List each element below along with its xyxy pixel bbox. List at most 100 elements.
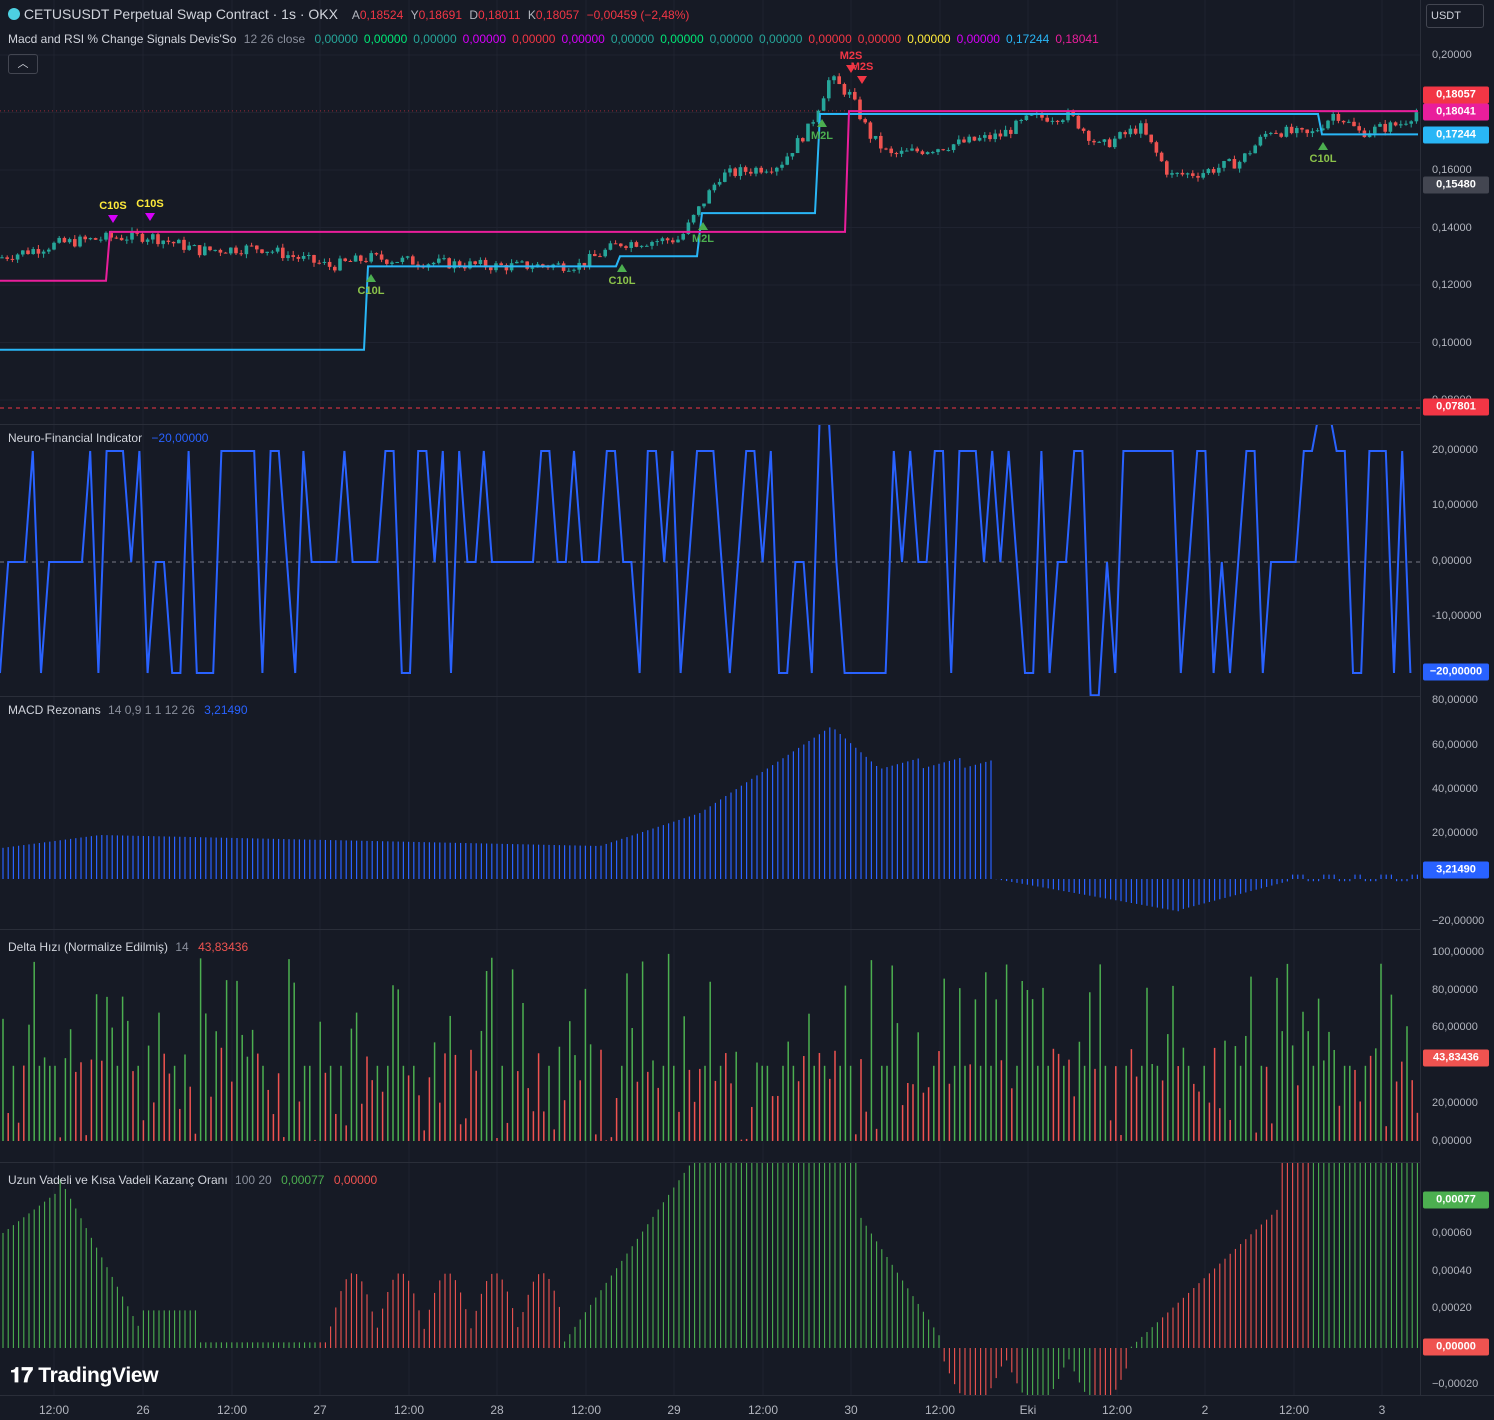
candle-body <box>863 119 867 123</box>
candle-body <box>504 265 509 271</box>
candle-body <box>47 249 51 252</box>
gain-tag-2: 0,00000 <box>1423 1338 1489 1356</box>
time-label: 12:00 <box>1278 1403 1310 1417</box>
nfi-pane[interactable]: Neuro-Financial Indicator −20,00000 <box>0 425 1420 696</box>
candle-body <box>1175 172 1179 174</box>
signal-label: C10S <box>99 200 127 212</box>
candle-body <box>166 240 171 242</box>
candle-body <box>483 259 488 268</box>
candle-body <box>333 266 337 271</box>
candle-body <box>1185 173 1190 175</box>
candle-body <box>151 234 155 240</box>
main-value-5: 0,00000 <box>561 32 605 46</box>
candle-body <box>395 261 399 263</box>
candle-body <box>5 257 9 259</box>
candle-body <box>307 255 311 257</box>
candle-body <box>868 122 873 139</box>
candle-body <box>582 262 587 267</box>
candle-body <box>1180 172 1185 175</box>
candle-body <box>234 247 238 254</box>
candle-body <box>1144 123 1148 135</box>
candle-body <box>177 239 181 244</box>
candle-body <box>1243 153 1247 162</box>
high-value: 0,18691 <box>418 8 463 22</box>
candle-body <box>26 250 30 255</box>
candle-body <box>171 241 176 244</box>
candle-body <box>385 259 389 264</box>
gain-pane[interactable]: Uzun Vadeli ve Kısa Vadeli Kazanç Oranı … <box>0 1163 1420 1395</box>
macd-value: 3,21490 <box>204 703 248 717</box>
candle-body <box>1019 120 1023 122</box>
candle-body <box>723 172 727 182</box>
candle-body <box>1154 142 1159 153</box>
delta-chart-svg <box>2 930 1419 1162</box>
candle-body <box>894 153 899 155</box>
candle-body <box>73 239 77 247</box>
nfi-line <box>0 425 1412 696</box>
price-tick: 0,12000 <box>1432 279 1472 291</box>
candle-body <box>1066 110 1070 121</box>
nfi-tag: −20,00000 <box>1423 663 1489 681</box>
candle-body <box>879 135 883 149</box>
candle-body <box>405 256 410 258</box>
candle-body <box>905 150 909 152</box>
time-axis[interactable]: 12:00 26 12:00 27 12:00 28 12:00 29 12:00 30 12:00… <box>0 1395 1494 1420</box>
macd-tick: 40,00000 <box>1432 783 1478 795</box>
gain-tick: 0,00020 <box>1432 1302 1472 1314</box>
candle-body <box>140 233 145 242</box>
candle-body <box>1383 123 1387 132</box>
signal-triangle-icon <box>145 213 155 221</box>
candle-body <box>827 80 831 99</box>
gain-legend[interactable]: Uzun Vadeli ve Kısa Vadeli Kazanç Oranı … <box>8 1173 377 1187</box>
candle-body <box>1336 114 1341 121</box>
tradingview-logo[interactable]: 𝟏𝟕 TradingView <box>10 1364 159 1388</box>
candle-body <box>1045 117 1049 122</box>
candle-body <box>515 261 519 264</box>
price-axis[interactable] <box>1420 0 1494 1395</box>
candle-body <box>1284 126 1289 137</box>
candle-body <box>925 152 930 155</box>
macd-pane[interactable]: MACD Rezonans 14 0,9 1 1 12 26 3,21490 <box>0 697 1420 929</box>
main-value-13: 0,00000 <box>956 32 1000 46</box>
candle-body <box>858 99 862 120</box>
delta-params: 14 <box>175 940 189 954</box>
signal-label: M2L <box>811 130 833 142</box>
nfi-legend[interactable]: Neuro-Financial Indicator −20,00000 <box>8 431 208 445</box>
gain-name: Uzun Vadeli ve Kısa Vadeli Kazanç Oranı <box>8 1173 228 1187</box>
candle-body <box>572 269 576 271</box>
candle-body <box>1102 139 1107 142</box>
candle-body <box>359 255 363 261</box>
main-value-9: 0,00000 <box>759 32 803 46</box>
candle-body <box>1227 159 1231 162</box>
collapse-legend-button[interactable]: ︿ <box>8 54 38 74</box>
candle-body <box>801 138 805 142</box>
main-value-8: 0,00000 <box>709 32 754 46</box>
candle-body <box>203 246 207 256</box>
time-label: 28 <box>490 1403 504 1417</box>
time-label: 2 <box>1201 1403 1209 1417</box>
delta-legend[interactable]: Delta Hızı (Normalize Edilmiş) 14 43,834… <box>8 940 248 954</box>
symbol-title[interactable]: CETUSUSDT Perpetual Swap Contract · 1s ·… <box>23 6 338 22</box>
signal-triangle-icon <box>857 76 867 84</box>
macd-name: MACD Rezonans <box>8 703 101 717</box>
currency-button[interactable]: USDT <box>1426 4 1484 28</box>
candle-body <box>1404 123 1408 125</box>
price-tick: 0,16000 <box>1432 164 1472 176</box>
candle-body <box>598 256 602 258</box>
nfi-tick: 0,00000 <box>1432 555 1472 567</box>
price-tick: 0,14000 <box>1432 222 1472 234</box>
time-label: 12:00 <box>393 1403 425 1417</box>
candle-body <box>442 258 446 260</box>
candle-body <box>1097 141 1101 143</box>
delta-pane[interactable]: Delta Hızı (Normalize Edilmiş) 14 43,834… <box>0 930 1420 1162</box>
price-pane[interactable]: Macd and RSI % Change Signals Devis'So 1… <box>0 0 1420 424</box>
gain-tick: 0,00040 <box>1432 1265 1472 1277</box>
candle-body <box>1040 113 1044 118</box>
candle-body <box>889 148 893 154</box>
open-value: 0,18524 <box>359 8 404 22</box>
main-indicator-legend[interactable]: Macd and RSI % Change Signals Devis'So 1… <box>8 32 1099 46</box>
price-tag: 0,18057 <box>1423 86 1489 104</box>
candle-body <box>821 98 826 111</box>
candle-body <box>619 243 623 247</box>
macd-legend[interactable]: MACD Rezonans 14 0,9 1 1 12 26 3,21490 <box>8 703 248 717</box>
